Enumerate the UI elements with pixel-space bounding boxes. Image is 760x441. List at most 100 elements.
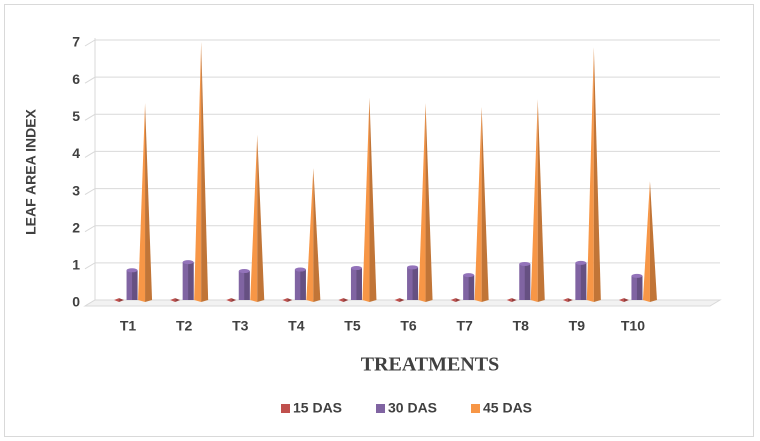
bar-left (562, 298, 568, 302)
bar (530, 99, 545, 302)
bar (350, 266, 362, 300)
y-tick-label: 4 (72, 145, 80, 161)
bar-right (201, 41, 209, 302)
grid-line (84, 76, 720, 84)
bar (338, 298, 349, 302)
bar (362, 97, 377, 302)
bar-right (287, 298, 293, 302)
x-tick-label: T6 (400, 318, 417, 334)
bar (226, 298, 237, 302)
bar (294, 267, 306, 300)
bar (586, 47, 601, 302)
bar-right (257, 134, 265, 302)
bar-right (343, 298, 349, 302)
legend-swatch (281, 404, 290, 413)
bar (418, 103, 433, 303)
bar-shade (132, 270, 138, 300)
bar-left (450, 298, 456, 302)
x-tick-label: T1 (120, 318, 137, 334)
bar-left (170, 298, 176, 302)
bar (642, 181, 657, 302)
bar-left (642, 181, 650, 302)
bar-left (474, 106, 482, 302)
bar-shade (412, 267, 419, 300)
bar (182, 260, 194, 300)
bar-left (418, 103, 426, 303)
bar-right (369, 97, 377, 302)
bar-right (593, 47, 601, 302)
bar (631, 273, 643, 300)
bar-right (399, 298, 405, 302)
bar (618, 298, 629, 302)
x-tick-label: T2 (176, 318, 193, 334)
y-tick-label: 6 (72, 71, 80, 87)
bar-left (114, 298, 120, 302)
bar-right (455, 298, 461, 302)
bar-shade (580, 262, 587, 300)
bar-left (138, 103, 146, 303)
bar-top (463, 273, 475, 278)
bar-shade (468, 275, 475, 300)
x-tick-label: T3 (232, 318, 249, 334)
bar (519, 261, 531, 300)
grid-line (84, 39, 720, 47)
bar (114, 298, 125, 302)
bar-left (618, 298, 624, 302)
bar-right (649, 181, 657, 302)
x-tick-label: T4 (288, 318, 305, 334)
bar-right (425, 103, 433, 303)
x-tick-label: T5 (344, 318, 361, 334)
x-tick-label: T7 (456, 318, 473, 334)
grid-line (84, 188, 720, 196)
bar-left (338, 298, 344, 302)
bar (170, 298, 181, 302)
y-tick-label: 7 (72, 34, 80, 50)
bar (250, 134, 265, 302)
bar-top (350, 266, 362, 271)
bar (282, 298, 293, 302)
x-tick-label: T8 (513, 318, 530, 334)
x-tick-label: T10 (621, 318, 645, 334)
floor (83, 299, 722, 307)
bar-left (226, 298, 232, 302)
bar-right (567, 298, 573, 302)
bar-right (119, 298, 125, 302)
bar-right (145, 103, 153, 303)
legend-label: 45 DAS (483, 400, 532, 416)
bar-left (250, 134, 258, 302)
y-tick-label: 2 (72, 219, 80, 235)
y-tick-label: 5 (72, 108, 80, 124)
bar-top (126, 268, 138, 273)
bar-shade (188, 262, 194, 300)
bar-top (238, 269, 250, 274)
legend-swatch (376, 404, 385, 413)
grid-line (84, 225, 720, 233)
bar-shade (636, 275, 643, 300)
bar-left (194, 41, 202, 302)
bar-right (175, 298, 181, 302)
y-tick-label: 3 (72, 182, 80, 198)
y-axis-title: LEAF AREA INDEX (23, 108, 39, 234)
bar-left (586, 47, 594, 302)
bar-left (530, 99, 538, 302)
bar-right (623, 298, 629, 302)
bar-left (394, 298, 400, 302)
bar (238, 269, 250, 300)
grid-line (84, 113, 720, 121)
bar (463, 273, 475, 300)
grid-line (84, 262, 720, 270)
bar (450, 298, 461, 302)
bar (394, 298, 405, 302)
bar (575, 260, 587, 300)
legend-label: 15 DAS (293, 400, 342, 416)
bar-left (362, 97, 370, 302)
bar-top (519, 261, 531, 266)
bar-top (182, 260, 194, 265)
bar-left (282, 298, 288, 302)
bar (306, 168, 321, 302)
legend-swatch (471, 404, 480, 413)
bar-shade (356, 268, 362, 300)
legend-label: 30 DAS (388, 400, 437, 416)
x-axis-title: TREATMENTS (361, 354, 500, 376)
bar-left (506, 298, 512, 302)
